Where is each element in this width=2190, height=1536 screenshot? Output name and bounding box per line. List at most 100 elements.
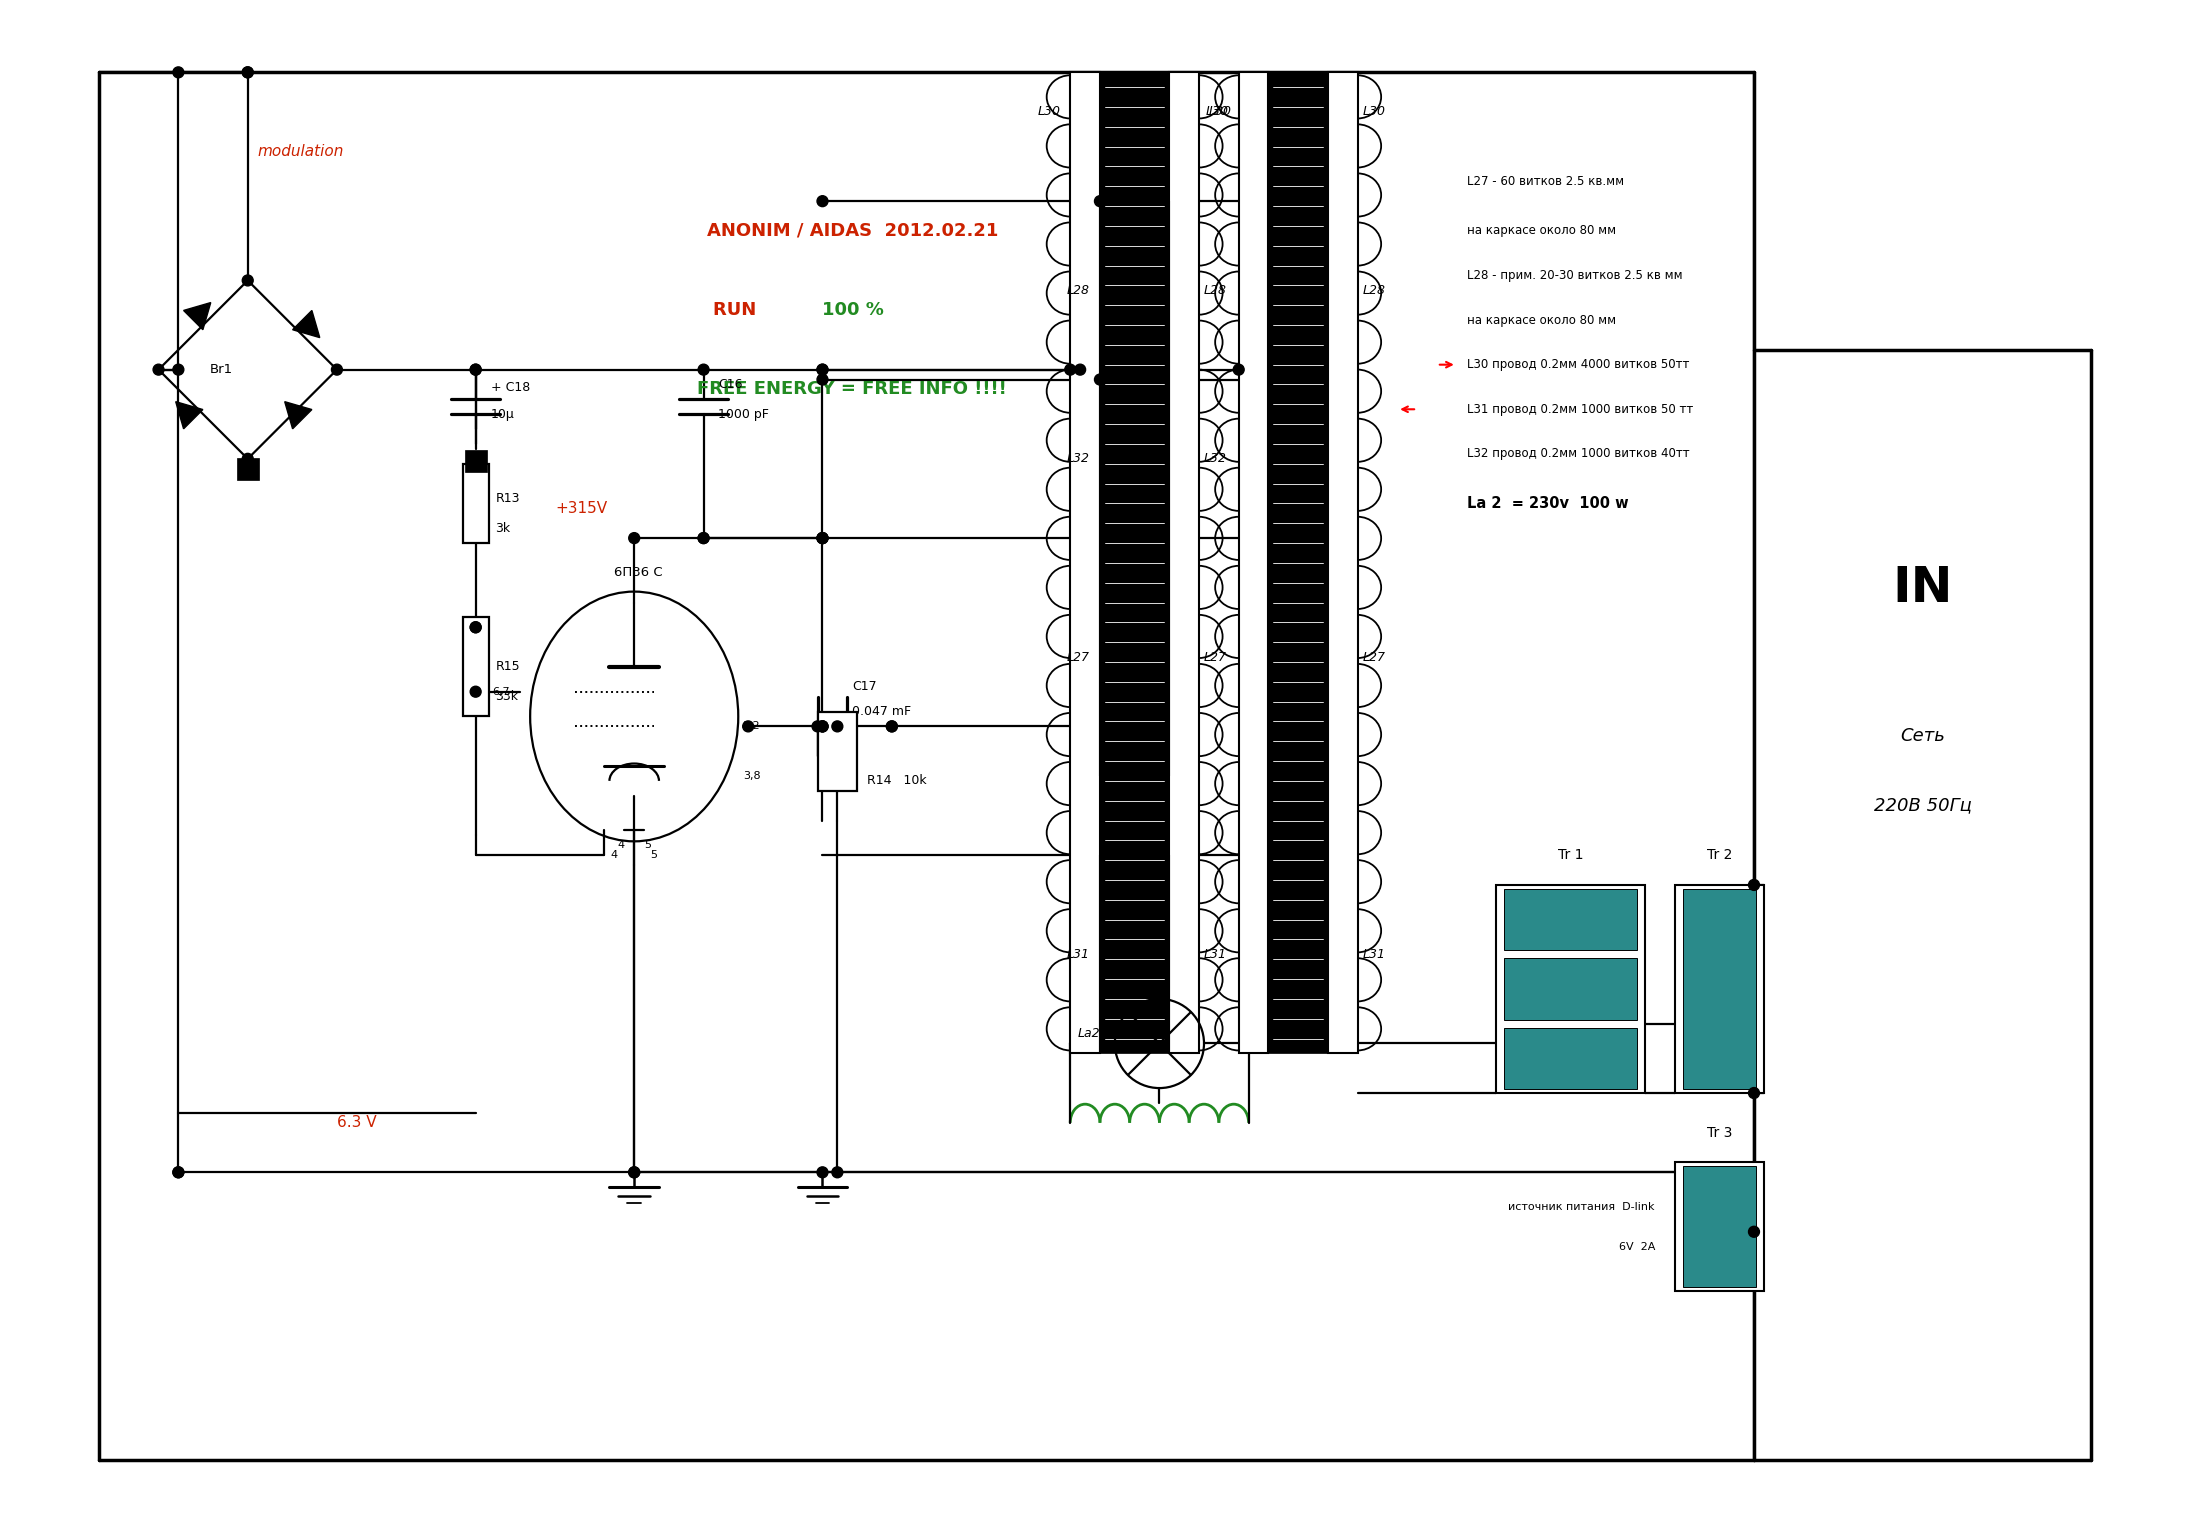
Bar xyxy=(1675,885,1763,1094)
Text: 6П36 С: 6П36 С xyxy=(615,567,664,579)
Text: R13: R13 xyxy=(495,492,519,505)
Text: 6.3 V: 6.3 V xyxy=(337,1115,377,1130)
Text: 100 %: 100 % xyxy=(823,301,885,319)
Text: L31 провод 0.2мм 1000 витков 50 тт: L31 провод 0.2мм 1000 витков 50 тт xyxy=(1467,402,1693,416)
Circle shape xyxy=(243,68,254,78)
Text: L27: L27 xyxy=(1362,651,1386,664)
Circle shape xyxy=(1748,880,1759,891)
Text: L31: L31 xyxy=(1067,948,1091,962)
Circle shape xyxy=(817,720,828,731)
Circle shape xyxy=(817,720,828,731)
Text: L27 - 60 витков 2.5 кв.мм: L27 - 60 витков 2.5 кв.мм xyxy=(1467,175,1623,187)
Circle shape xyxy=(812,720,823,731)
Text: IN: IN xyxy=(1892,564,1953,611)
Text: L30 провод 0.2мм 4000 витков 50тт: L30 провод 0.2мм 4000 витков 50тт xyxy=(1467,358,1688,372)
Circle shape xyxy=(817,533,828,544)
Circle shape xyxy=(1748,1226,1759,1236)
Text: 33k: 33k xyxy=(495,690,519,703)
Circle shape xyxy=(887,720,898,731)
Text: La2: La2 xyxy=(1077,1028,1099,1040)
Bar xyxy=(462,617,488,716)
Text: ~ 9v
50 hz: ~ 9v 50 hz xyxy=(1555,909,1586,931)
Text: FREE ENERGY = FREE INFO !!!!: FREE ENERGY = FREE INFO !!!! xyxy=(696,381,1007,398)
Polygon shape xyxy=(175,402,204,429)
Circle shape xyxy=(471,622,482,633)
Circle shape xyxy=(832,1167,843,1178)
Circle shape xyxy=(1075,364,1086,375)
Text: Tr 3: Tr 3 xyxy=(1706,1126,1732,1140)
Text: L31: L31 xyxy=(1204,948,1226,962)
Text: L28 - прим. 20-30 витков 2.5 кв мм: L28 - прим. 20-30 витков 2.5 кв мм xyxy=(1467,269,1682,283)
Circle shape xyxy=(331,364,342,375)
Circle shape xyxy=(471,364,482,375)
Text: 1000 pF: 1000 pF xyxy=(718,407,769,421)
Text: L27: L27 xyxy=(1067,651,1091,664)
Bar xyxy=(237,458,258,479)
Circle shape xyxy=(629,533,639,544)
Bar xyxy=(1327,72,1358,1054)
Text: 220В 50Гц: 220В 50Гц xyxy=(1872,797,1971,814)
Circle shape xyxy=(1748,1087,1759,1098)
Bar xyxy=(1505,889,1638,951)
Circle shape xyxy=(817,375,828,386)
Bar xyxy=(1240,72,1268,1054)
Text: L32: L32 xyxy=(1067,452,1091,465)
Polygon shape xyxy=(293,310,320,338)
Text: 6V  2A: 6V 2A xyxy=(1618,1241,1656,1252)
Text: L28: L28 xyxy=(1067,284,1091,296)
Circle shape xyxy=(1064,364,1075,375)
Circle shape xyxy=(817,195,828,207)
Text: R14   10k: R14 10k xyxy=(867,774,926,788)
Circle shape xyxy=(817,1167,828,1178)
Text: L28: L28 xyxy=(1362,284,1386,296)
Circle shape xyxy=(817,364,828,375)
Text: RUN: RUN xyxy=(714,301,762,319)
Text: L30: L30 xyxy=(1209,106,1233,118)
Text: 1,2: 1,2 xyxy=(742,722,760,731)
Text: на каркасе около 80 мм: на каркасе около 80 мм xyxy=(1467,224,1616,238)
Text: L30: L30 xyxy=(1038,106,1060,118)
Text: ~ 220v
50 hz: ~ 220v 50 hz xyxy=(1551,1048,1592,1069)
Text: Tr 2: Tr 2 xyxy=(1706,848,1732,862)
Circle shape xyxy=(742,720,753,731)
Text: L27: L27 xyxy=(1204,651,1226,664)
Bar xyxy=(1505,1028,1638,1089)
Circle shape xyxy=(1095,195,1106,207)
Text: 0.047 mF: 0.047 mF xyxy=(852,705,911,717)
Text: + C18: + C18 xyxy=(491,381,530,393)
Bar xyxy=(1268,72,1327,1054)
Polygon shape xyxy=(285,402,311,429)
Circle shape xyxy=(699,364,710,375)
Text: источник питания  D-link: источник питания D-link xyxy=(1509,1203,1656,1212)
Text: 3,8: 3,8 xyxy=(742,771,760,780)
Bar xyxy=(1496,885,1645,1094)
Circle shape xyxy=(832,720,843,731)
Text: L30: L30 xyxy=(1207,106,1229,118)
Circle shape xyxy=(1095,375,1106,386)
Text: ~ 9v
50 hz: ~ 9v 50 hz xyxy=(1555,978,1586,1000)
Text: 5: 5 xyxy=(644,840,650,851)
Circle shape xyxy=(817,364,828,375)
Text: L28: L28 xyxy=(1204,284,1226,296)
Circle shape xyxy=(699,533,710,544)
Text: 10μ: 10μ xyxy=(491,407,515,421)
Text: L32: L32 xyxy=(1204,452,1226,465)
Text: Сеть: Сеть xyxy=(1901,727,1945,745)
Circle shape xyxy=(887,720,898,731)
Text: C17: C17 xyxy=(852,680,876,693)
Bar xyxy=(1169,72,1200,1054)
Text: C16: C16 xyxy=(718,378,742,392)
Circle shape xyxy=(173,1167,184,1178)
Circle shape xyxy=(1233,364,1244,375)
Bar xyxy=(1682,1166,1756,1287)
Text: 3k: 3k xyxy=(495,522,510,535)
Bar xyxy=(1675,1163,1763,1292)
Bar xyxy=(464,450,486,472)
Circle shape xyxy=(173,364,184,375)
Text: L32 провод 0.2мм 1000 витков 40тт: L32 провод 0.2мм 1000 витков 40тт xyxy=(1467,447,1688,461)
Text: 4: 4 xyxy=(611,851,618,860)
Text: Tr 1: Tr 1 xyxy=(1557,848,1583,862)
Circle shape xyxy=(173,1167,184,1178)
Circle shape xyxy=(629,1167,639,1178)
Circle shape xyxy=(699,533,710,544)
